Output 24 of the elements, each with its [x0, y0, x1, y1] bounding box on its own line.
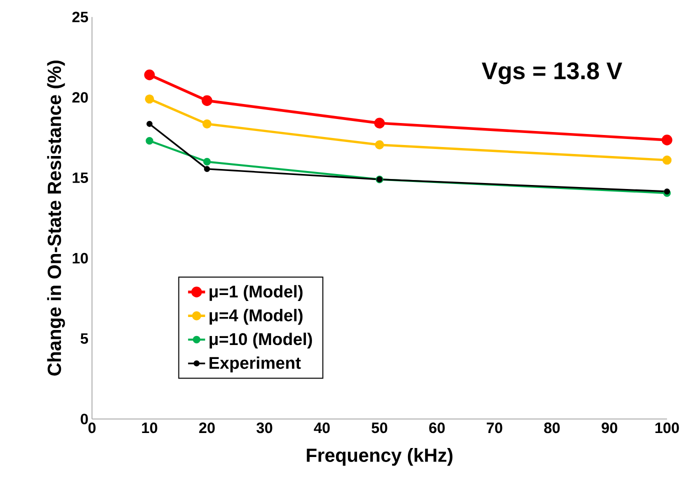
x-axis-title: Frequency (kHz)	[306, 448, 452, 466]
x-tick-label: 50	[372, 422, 388, 434]
annotation: Vgs = 13.8 V	[482, 62, 622, 84]
y-tick-label: 25	[72, 12, 88, 22]
x-tick-label: 90	[602, 422, 618, 434]
x-tick-label: 10	[142, 422, 158, 434]
y-tick-label: 20	[72, 92, 88, 103]
x-tick-label: 70	[486, 422, 502, 434]
x-tick-label: 80	[544, 422, 560, 434]
x-tick-label: 40	[314, 422, 330, 434]
y-tick-label: 0	[80, 414, 88, 424]
x-tick-label: 0	[88, 422, 96, 434]
x-tick-label: 60	[429, 422, 445, 434]
legend-label: Experiment	[210, 356, 301, 372]
y-tick-label: 15	[72, 172, 88, 184]
y-axis-title: Change in On-State Resistance (%)	[47, 60, 65, 376]
x-tick-label: 100	[655, 422, 679, 434]
x-tick-label: 30	[256, 422, 272, 434]
legend-label: μ=10 (Model)	[210, 332, 312, 349]
legend-label: μ=1 (Model)	[210, 285, 303, 301]
x-tick-label: 20	[199, 422, 215, 434]
legend-label: μ=4 (Model)	[210, 308, 303, 325]
y-tick-label: 10	[72, 252, 88, 264]
y-tick-label: 5	[80, 333, 88, 344]
